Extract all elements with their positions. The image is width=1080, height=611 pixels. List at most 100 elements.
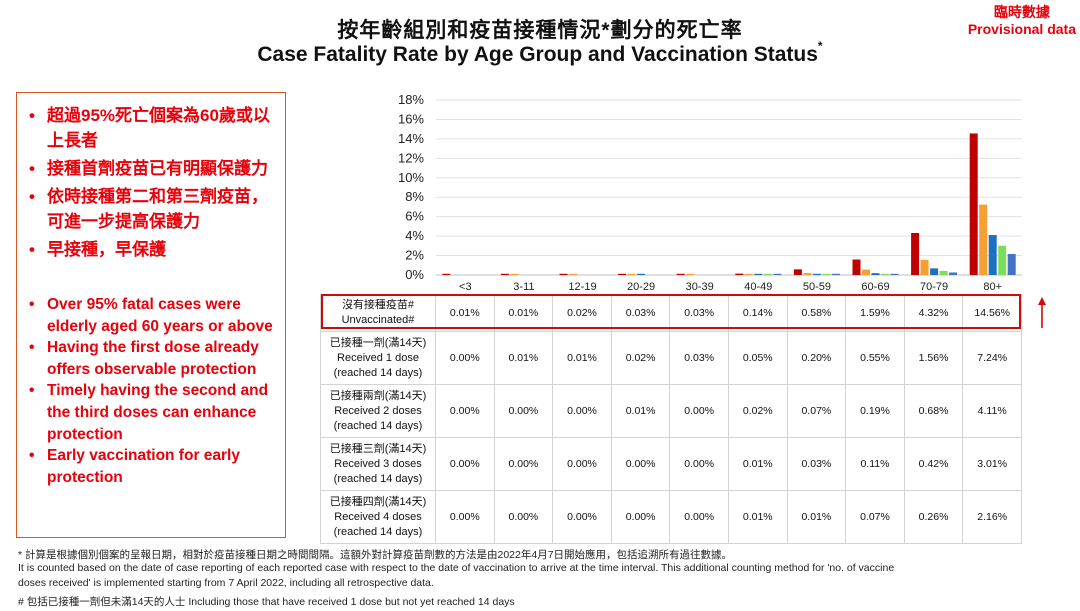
row-header-line: (reached 14 days)	[333, 366, 423, 379]
bar	[744, 273, 753, 275]
table-cell: 2.16%	[962, 490, 1022, 544]
table-cell: 0.00%	[669, 437, 729, 491]
table-cell: 0.05%	[727, 331, 788, 385]
table-cell: 1.59%	[845, 294, 905, 332]
bullet-en: Early vaccination for early protection	[29, 445, 282, 488]
table-cell: 0.00%	[610, 490, 671, 544]
y-tick-label: 0%	[405, 267, 424, 282]
bullet-en: Having the first dose already offers obs…	[29, 337, 282, 380]
table-cell: 0.58%	[786, 294, 847, 332]
bar	[988, 235, 997, 275]
row-header: 已接種一劑(滿14天) Received 1 dose (reached 14 da…	[320, 331, 436, 385]
bar	[803, 273, 812, 275]
row-header-line: Received 1 dose	[337, 351, 419, 364]
table-cell: 0.00%	[552, 437, 612, 491]
row-header: 已接種兩劑(滿14天) Received 2 doses (reached 14 d…	[320, 384, 436, 438]
row-header-line: 已接種一劑(滿14天)	[329, 336, 427, 349]
row-header: 已接種三劑(滿14天) Received 3 doses (reached 14 d…	[320, 437, 436, 491]
bar	[871, 273, 880, 275]
y-tick-label: 6%	[405, 209, 424, 224]
bar	[618, 273, 627, 275]
table-cell: 0.00%	[610, 437, 671, 491]
x-tick-label: 80+	[983, 281, 1002, 293]
row-header-line: Received 2 doses	[334, 404, 422, 417]
table-cell: 0.02%	[552, 294, 612, 332]
row-header-line: (reached 14 days)	[333, 525, 423, 538]
table-cell: 0.03%	[610, 294, 671, 332]
up-arrow-icon	[1038, 297, 1046, 328]
bullet-zh: 接種首劑疫苗已有明顯保護力	[29, 156, 282, 181]
provisional-data-label: 臨時數據 Provisional data	[968, 4, 1076, 38]
bar	[763, 273, 772, 275]
bar	[949, 272, 958, 275]
table-cell: 0.00%	[669, 384, 729, 438]
table-cell: 0.03%	[669, 294, 729, 332]
table-cell: 0.26%	[903, 490, 964, 544]
row-header-line: Received 3 doses	[334, 457, 422, 470]
bar	[686, 273, 695, 275]
provisional-zh: 臨時數據	[993, 4, 1050, 20]
table-cell: 0.00%	[493, 384, 554, 438]
bullet-zh: 超過95%死亡個案為60歲或以上長者	[29, 103, 282, 153]
row-header: 已接種四劑(滿14天) Received 4 doses (reached 14 d…	[320, 490, 436, 544]
bar	[822, 273, 831, 275]
bar	[930, 268, 939, 275]
bar	[979, 204, 988, 275]
bar	[881, 273, 889, 275]
table-cell: 14.56%	[962, 294, 1022, 332]
table-cell: 0.07%	[845, 490, 905, 544]
row-header-line: (reached 14 days)	[333, 419, 423, 432]
y-tick-label: 8%	[405, 189, 424, 204]
page-title-zh: 按年齡組別和疫苗接種情況*劃分的死亡率	[337, 19, 743, 42]
row-header-line: 已接種三劑(滿14天)	[329, 442, 427, 455]
bar	[773, 273, 782, 275]
table-cell: 0.68%	[903, 384, 964, 438]
x-tick-label: 50-59	[803, 281, 831, 293]
page-title-en: Case Fatality Rate by Age Group and Vacc…	[0, 39, 1080, 67]
key-messages-zh: 超過95%死亡個案為60歲或以上長者 接種首劑疫苗已有明顯保護力 依時接種第二和…	[29, 103, 282, 265]
table-cell: 0.00%	[552, 384, 612, 438]
table-cell: 0.00%	[435, 490, 495, 544]
bar	[442, 273, 451, 275]
table-row: 已接種四劑(滿14天) Received 4 doses (reached 14 d…	[320, 490, 1022, 544]
provisional-en: Provisional data	[967, 21, 1076, 37]
bar	[969, 133, 978, 275]
table-cell: 0.00%	[435, 437, 495, 491]
table-cell: 0.01%	[727, 490, 788, 544]
y-tick-label: 12%	[398, 150, 424, 165]
row-header-line: 已接種兩劑(滿14天)	[329, 389, 427, 402]
x-tick-label: 30-39	[686, 281, 714, 293]
bullet-en: Timely having the second and the third d…	[29, 380, 282, 445]
bullet-zh: 依時接種第二和第三劑疫苗，可進一步提高保護力	[29, 184, 282, 234]
bar	[890, 273, 899, 275]
table-cell: 0.14%	[727, 294, 788, 332]
table-cell: 0.03%	[786, 437, 847, 491]
bar	[735, 273, 744, 275]
row-header-line: (reached 14 days)	[333, 472, 423, 485]
title-en-text: Case Fatality Rate by Age Group and Vacc…	[257, 43, 818, 66]
table-cell: 0.20%	[786, 331, 847, 385]
bar	[676, 273, 685, 275]
bar	[939, 270, 948, 275]
row-header-line: 已接種四劑(滿14天)	[329, 495, 427, 508]
bar	[569, 273, 577, 275]
y-tick-label: 14%	[398, 131, 424, 146]
y-tick-label: 10%	[398, 170, 424, 185]
table-cell: 0.00%	[552, 490, 612, 544]
bar	[812, 273, 821, 275]
table-row: 沒有接種疫苗# Unvaccinated# 0.01% 0.01% 0.02% 0.03%…	[320, 294, 1022, 332]
table-row: 已接種一劑(滿14天) Received 1 dose (reached 14 da…	[320, 331, 1022, 385]
bar	[911, 233, 920, 275]
bar	[920, 259, 929, 275]
row-header-line: Unvaccinated#	[341, 314, 415, 326]
table-cell: 4.11%	[962, 384, 1022, 438]
bar	[510, 273, 519, 275]
y-tick-label: 4%	[405, 228, 424, 243]
footnote-zh: * 計算是根據個別個案的呈報日期，相對於疫苗接種日期之時間間隔。這額外對計算疫苗…	[18, 549, 733, 561]
bar	[793, 269, 802, 275]
bar	[559, 273, 568, 275]
fatality-rate-table: 沒有接種疫苗# Unvaccinated# 0.01% 0.01% 0.02% 0.03%…	[320, 294, 1022, 544]
bullet-zh: 早接種，早保護	[29, 237, 282, 262]
table-cell: 0.01%	[493, 331, 554, 385]
table-cell: 0.02%	[610, 331, 671, 385]
